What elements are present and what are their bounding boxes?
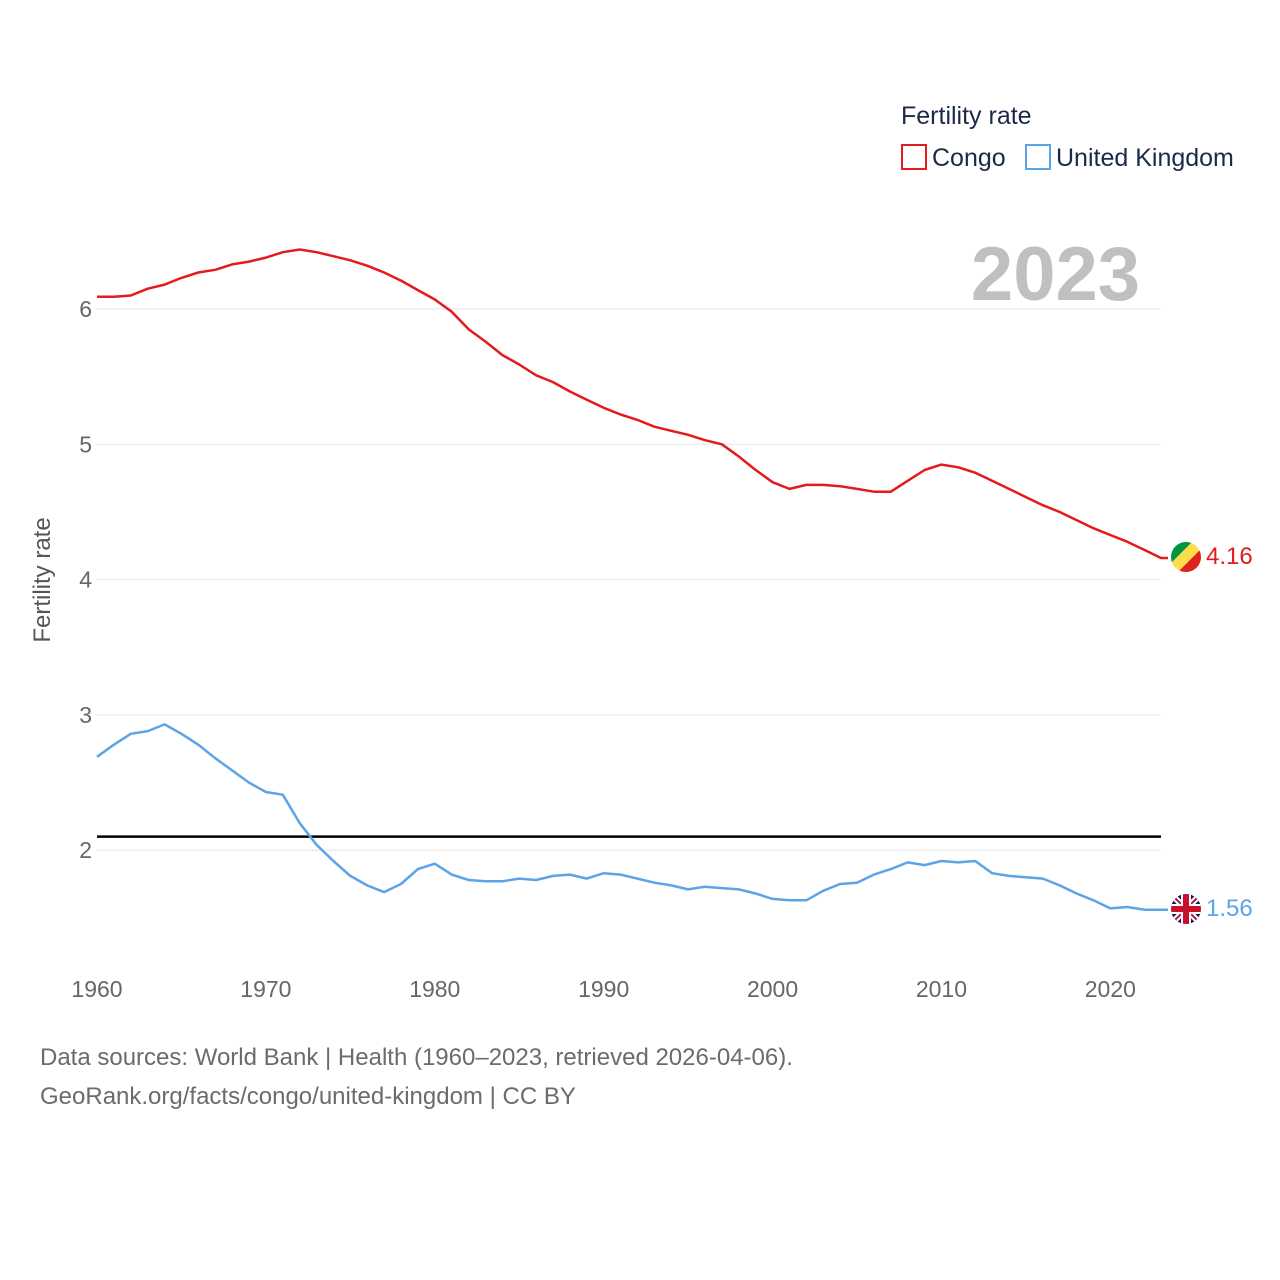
- source-link-text[interactable]: GeoRank.org/facts/congo/united-kingdom |…: [40, 1083, 576, 1110]
- x-tick-label-1960: 1960: [71, 976, 122, 1002]
- legend-label-congo: Congo: [932, 144, 1006, 172]
- legend-label-united-kingdom: United Kingdom: [1056, 144, 1234, 172]
- gridlines: [97, 308, 1161, 851]
- y-tick-label-2: 2: [79, 837, 92, 863]
- congo-flag-icon: [1171, 542, 1201, 572]
- legend: Fertility rate Congo United Kingdom: [901, 102, 1234, 172]
- y-tick-label-3: 3: [79, 702, 92, 728]
- legend-title: Fertility rate: [901, 102, 1032, 130]
- legend-swatch-congo: [901, 144, 927, 170]
- x-axis-ticks: 1960 1970 1980 1990 2000 2010 2020: [71, 976, 1136, 1002]
- y-tick-label-4: 4: [79, 567, 92, 593]
- legend-swatch-united-kingdom: [1025, 144, 1051, 170]
- x-tick-label-2000: 2000: [747, 976, 798, 1002]
- data-source-text: Data sources: World Bank | Health (1960–…: [40, 1044, 793, 1071]
- y-axis-ticks: 2 3 4 5 6: [79, 296, 92, 863]
- x-tick-label-2010: 2010: [916, 976, 967, 1002]
- uk-flag-icon: [1171, 894, 1201, 924]
- end-label-united-kingdom: 1.56: [1206, 895, 1253, 922]
- y-tick-label-6: 6: [79, 296, 92, 322]
- y-axis-title: Fertility rate: [29, 517, 56, 642]
- x-tick-label-1970: 1970: [240, 976, 291, 1002]
- x-tick-label-2020: 2020: [1085, 976, 1136, 1002]
- series-line-congo: [97, 248, 1168, 560]
- series-line-united-kingdom: [96, 723, 1168, 911]
- x-tick-label-1980: 1980: [409, 976, 460, 1002]
- y-tick-label-5: 5: [79, 431, 92, 457]
- x-tick-label-1990: 1990: [578, 976, 629, 1002]
- year-label: 2023: [971, 232, 1140, 317]
- end-label-congo: 4.16: [1206, 543, 1253, 570]
